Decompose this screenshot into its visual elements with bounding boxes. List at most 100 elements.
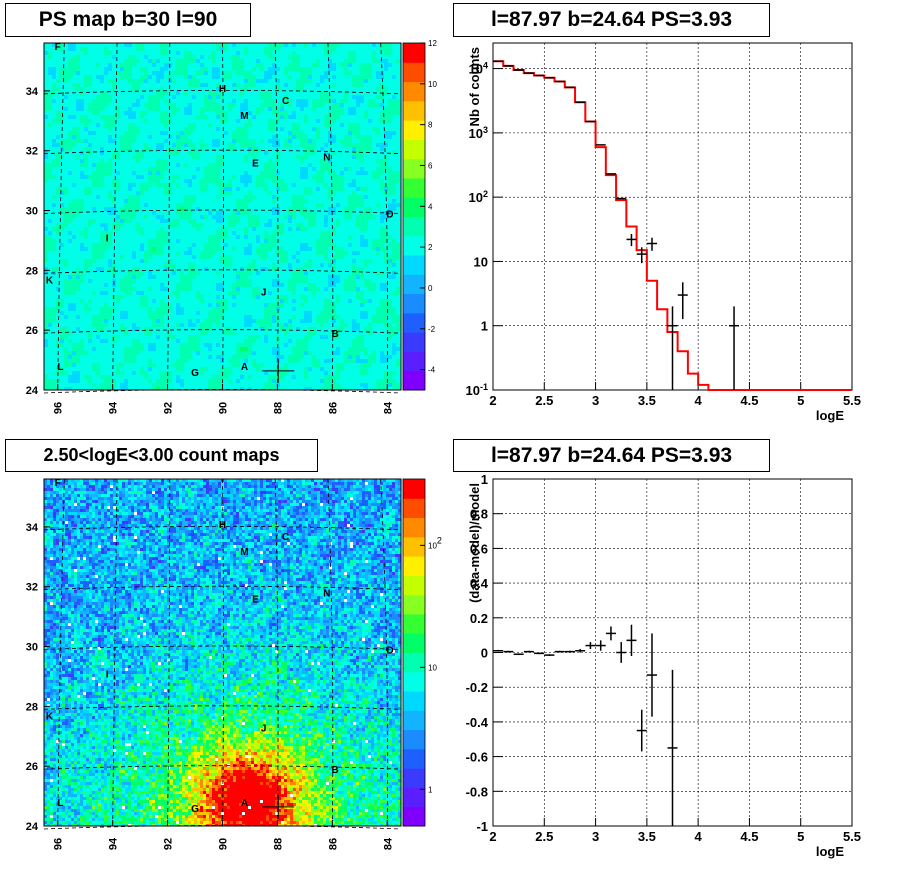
ps_map-ytick-label-34: 34 (26, 86, 39, 98)
count_map-ytick-label-28: 28 (26, 701, 38, 713)
ps_map-ytick-label-32: 32 (26, 146, 38, 158)
ps_map-colorbar (403, 43, 425, 391)
count_map-xtick-label-88: 88 (272, 838, 284, 850)
ps_map-source-F: F (55, 42, 61, 53)
ps_map-source-N: N (323, 153, 330, 164)
residual-xtick-label-5: 5 (797, 829, 804, 844)
residual-xlabel: logE (816, 844, 844, 859)
count_map-cb-label-10: 10 (428, 663, 437, 672)
spectrum-xtick-label-2.5: 2.5 (535, 393, 553, 408)
count_map-grid-b-24 (43, 825, 402, 830)
residual-xtick-label-5.5: 5.5 (843, 829, 861, 844)
count_map-grid-l-86 (327, 478, 334, 827)
count_map-xtick-label-94: 94 (108, 837, 120, 850)
ps_map-grid-l-88 (274, 42, 279, 391)
spectrum-model-histogram (493, 60, 852, 391)
count_map-source-G: G (191, 804, 199, 815)
ps_map-colorbar-frame (402, 42, 426, 391)
count_map-source-K: K (46, 711, 54, 722)
spectrum-ylabel: Nb of counts (467, 47, 482, 126)
ps_map-source-B: B (331, 329, 338, 340)
ps_map-xtick-label-86: 86 (327, 402, 339, 414)
spectrum-ytick-label-10: 10 (474, 254, 488, 269)
ps_map-ytick-label-26: 26 (26, 325, 38, 337)
ps_map-source-M: M (240, 111, 248, 122)
spectrum-xtick-label-3.5: 3.5 (638, 393, 656, 408)
residual-ytick-label-0.8: 0.8 (470, 507, 488, 522)
count_map-grid-l-84 (380, 478, 389, 827)
spectrum-ytick-label-10^-1: 10-1 (466, 382, 488, 398)
ps_map-ytick-label-30: 30 (26, 206, 38, 218)
ps_map-cb-label--2: -2 (428, 325, 436, 334)
spectrum-ytick-label-1: 1 (481, 319, 488, 334)
ps_map-source-A: A (241, 362, 248, 373)
ps_map-source-L: L (57, 362, 63, 373)
ps_map-xtick-label-88: 88 (272, 402, 284, 414)
count_map-grid-b-34 (43, 525, 402, 531)
count_map-source-C: C (282, 532, 289, 543)
residual-xtick-label-3: 3 (592, 829, 599, 844)
residual-ytick-label--1: -1 (476, 819, 488, 834)
ps_map-grid-b-30 (43, 209, 402, 214)
spectrum-xtick-label-2: 2 (489, 393, 496, 408)
count_map-ytick-label-30: 30 (26, 642, 38, 654)
count_map-ytick-label-24: 24 (26, 821, 39, 833)
count_map-source-I: I (106, 669, 109, 680)
count_map-grid-l-90 (222, 478, 224, 827)
count_map-source-A: A (241, 798, 248, 809)
count_map-xtick-label-96: 96 (53, 838, 65, 850)
count_map-ytick-label-26: 26 (26, 761, 38, 773)
ps_map-cb-label-6: 6 (428, 161, 433, 170)
spectrum-title: l=87.97 b=24.64 PS=3.93 (453, 3, 770, 37)
count_map-source-F: F (55, 478, 61, 489)
ps_map-source-E: E (252, 159, 259, 170)
residual-xtick-label-4: 4 (695, 829, 703, 844)
residual-ytick-label--0.2: -0.2 (466, 680, 488, 695)
count_map-grid-l-94 (112, 478, 118, 827)
count_map-source-M: M (240, 547, 248, 558)
residual-xtick-label-3.5: 3.5 (638, 829, 656, 844)
ps_map-cb-label-2: 2 (428, 243, 433, 252)
count_map-cb-label-10^2: 102 (428, 535, 442, 550)
ps_map-grid-l-96 (57, 42, 65, 391)
ps_map-xtick-label-84: 84 (382, 401, 394, 414)
ps_map-grid-l-94 (112, 42, 118, 391)
count_map-xtick-label-92: 92 (163, 838, 175, 850)
count_map-grid-b-30 (43, 645, 402, 650)
ps_map-cb-label-0: 0 (428, 284, 433, 293)
ps_map-grid-b-24 (43, 389, 402, 394)
count_map-grid-l-92 (167, 478, 171, 827)
ps_map-grid-b-34 (43, 89, 402, 95)
count_map-grid-b-28 (43, 705, 402, 710)
spectrum-xtick-label-5: 5 (797, 393, 804, 408)
ps_map-source-G: G (191, 368, 199, 379)
spectrum-xlabel: logE (816, 408, 844, 423)
ps_map-cb-label--4: -4 (428, 366, 436, 375)
ps_map-grid-b-32 (43, 149, 402, 155)
count_map-source-N: N (323, 589, 330, 600)
count_map-source-D: D (386, 646, 393, 657)
residual-ytick-label-1: 1 (481, 472, 488, 487)
residual-ytick-label-0: 0 (481, 646, 488, 661)
residual-xtick-label-4.5: 4.5 (740, 829, 758, 844)
ps_map-grid-b-26 (43, 329, 402, 334)
count_map-grid-l-88 (274, 478, 279, 827)
count_map-ytick-label-34: 34 (26, 522, 39, 534)
residual-xtick-label-2: 2 (489, 829, 496, 844)
ps_map-source-J: J (261, 287, 267, 298)
ps_map-cb-label-8: 8 (428, 121, 433, 130)
ps_map-grid-l-84 (380, 42, 389, 391)
count_map-source-J: J (261, 723, 267, 734)
count_map-colorbar (403, 479, 425, 827)
count_map-source-E: E (252, 595, 259, 606)
ps_map-grid-l-90 (222, 42, 224, 391)
count_map-xtick-label-86: 86 (327, 838, 339, 850)
ps_map-grid-l-86 (327, 42, 334, 391)
count_map-grid-l-96 (57, 478, 65, 827)
spectrum-xtick-label-4: 4 (695, 393, 703, 408)
residual-title: l=87.97 b=24.64 PS=3.93 (453, 439, 770, 472)
ps_map-ytick-label-24: 24 (26, 385, 39, 397)
ps_map-cb-label-4: 4 (428, 202, 433, 211)
spectrum-xtick-label-4.5: 4.5 (740, 393, 758, 408)
